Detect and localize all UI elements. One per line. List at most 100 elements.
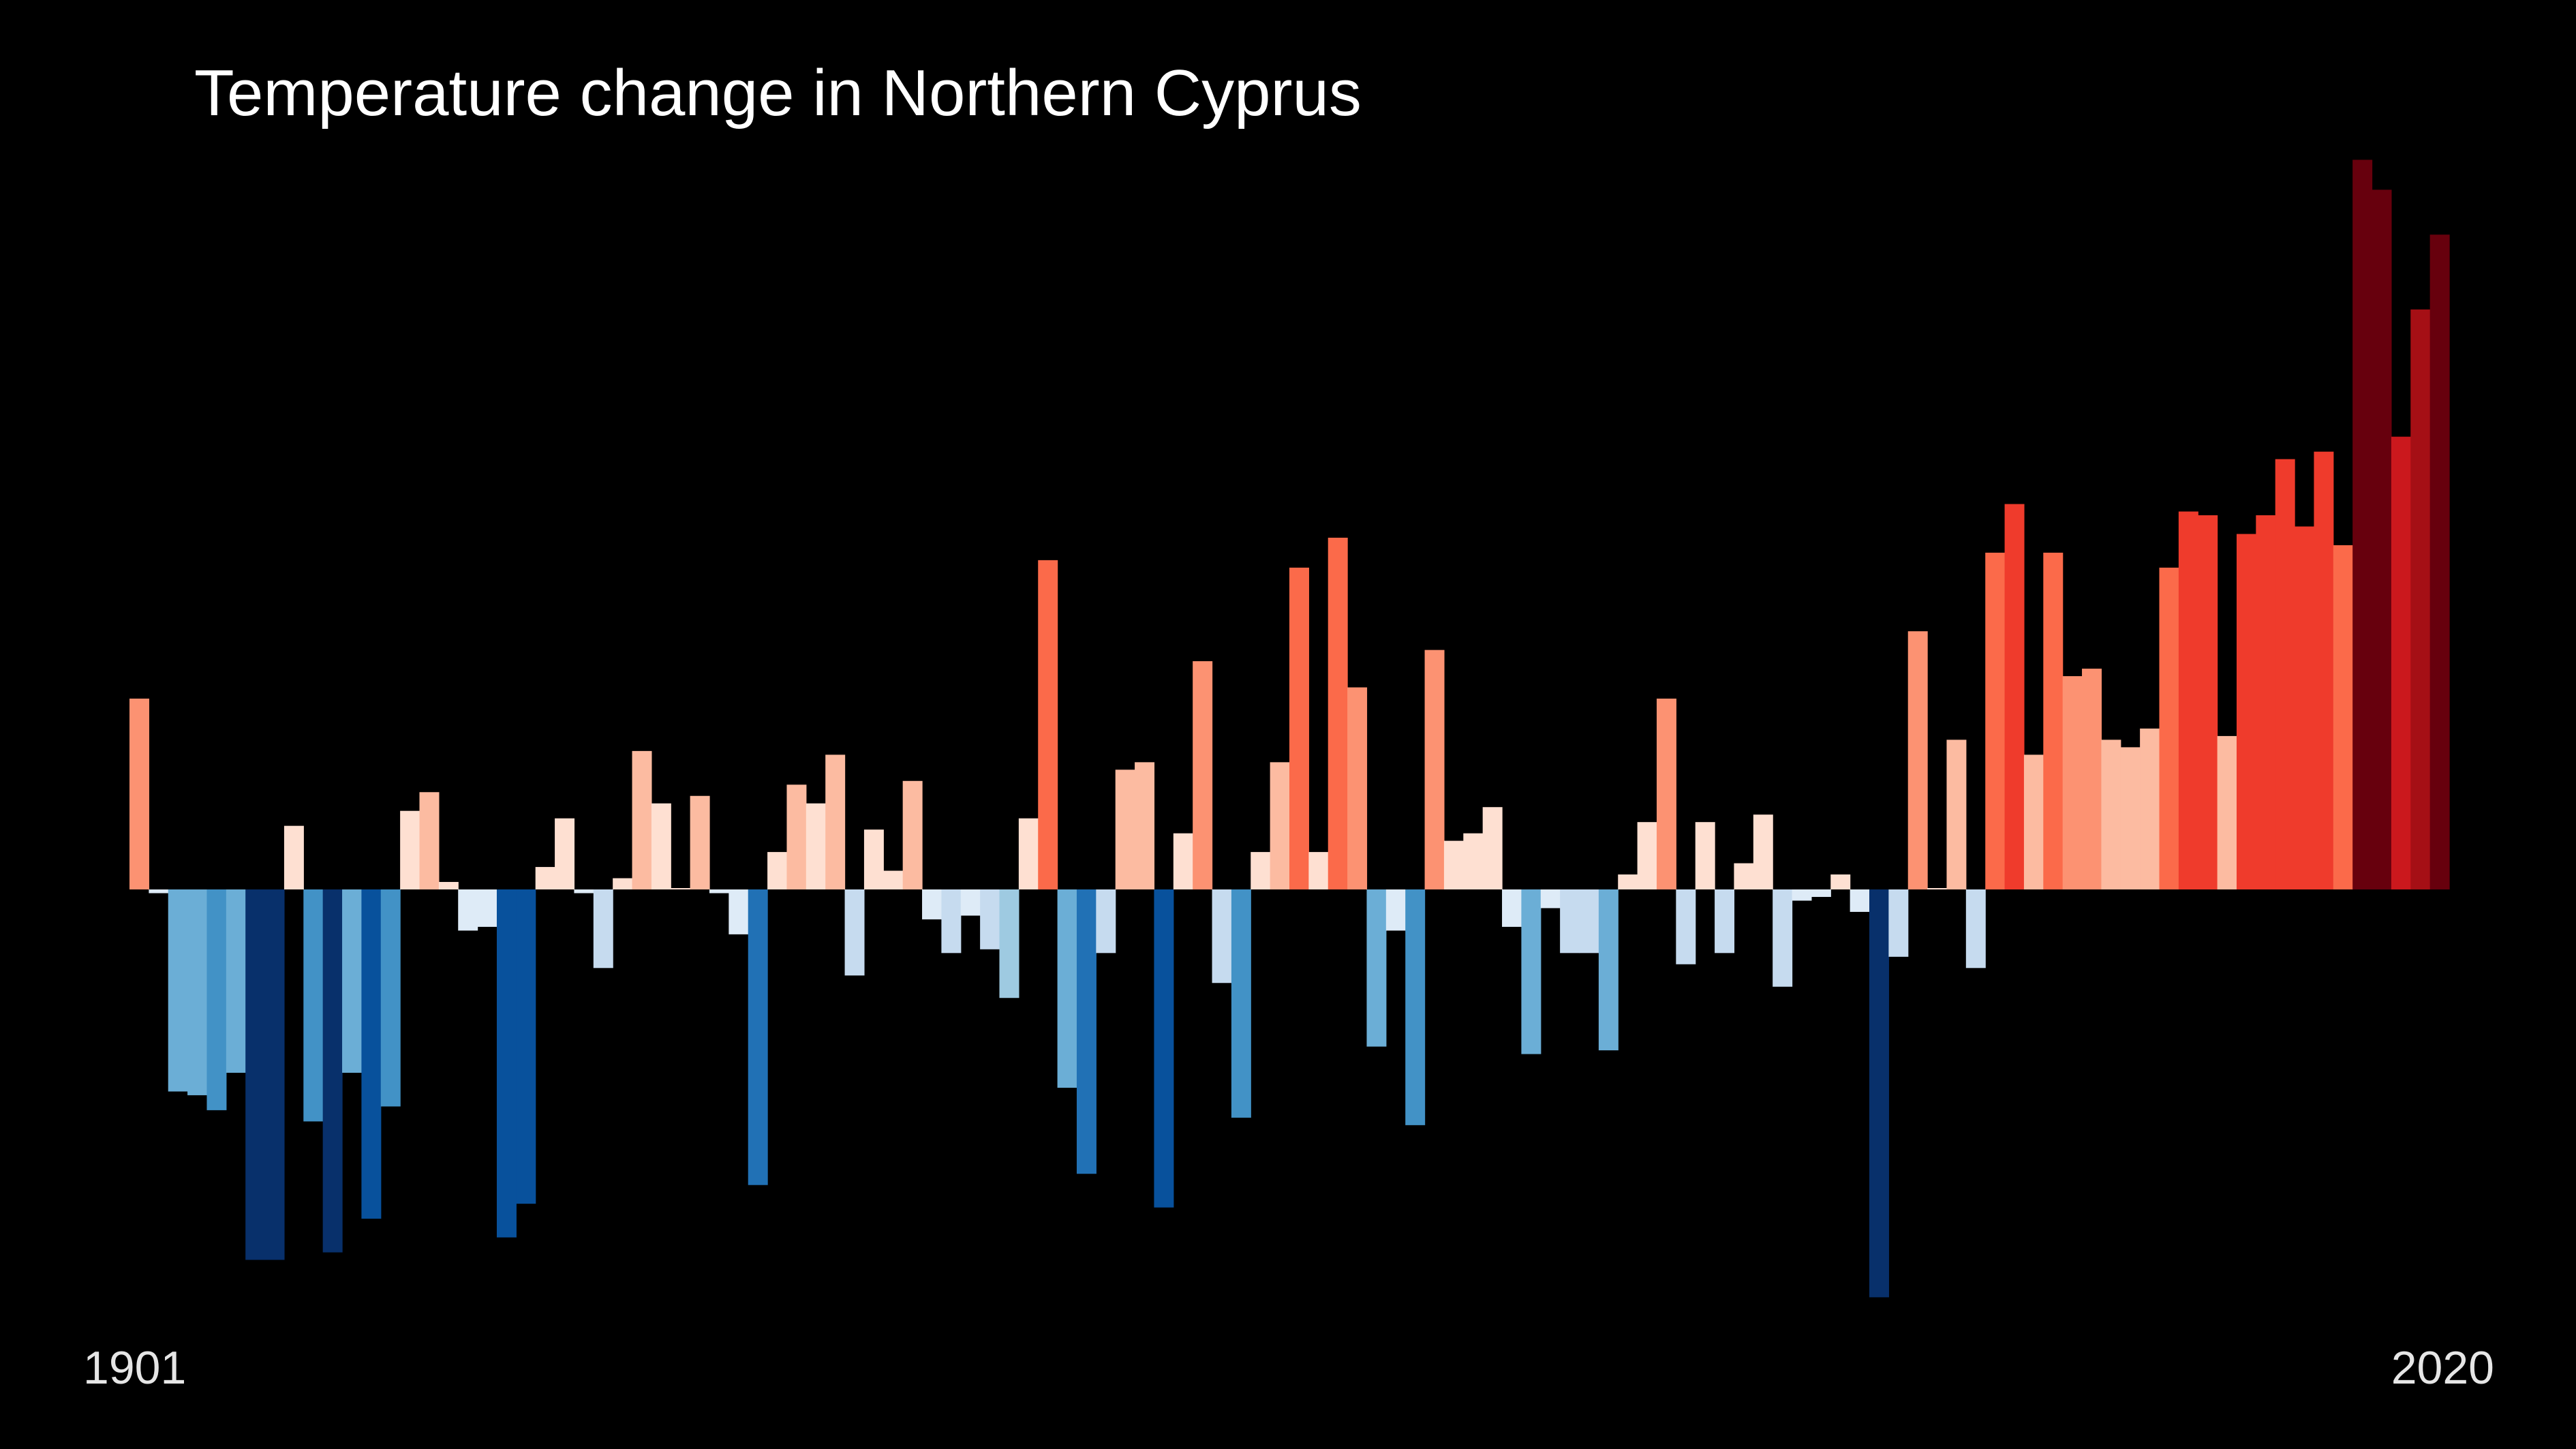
- bar-1918: [458, 889, 478, 931]
- bar-1962: [1308, 852, 1329, 889]
- bar-1941: [902, 780, 923, 889]
- bar-1983: [1715, 889, 1735, 954]
- bar-1989: [1830, 874, 1851, 889]
- bar-1910: [303, 889, 324, 1122]
- bar-1957: [1212, 889, 1232, 983]
- bar-1978: [1618, 874, 1638, 889]
- bar-1938: [844, 889, 865, 976]
- bar-1946: [999, 889, 1019, 998]
- bar-1945: [980, 889, 1000, 949]
- bar-1939: [863, 829, 884, 889]
- bar-1975: [1560, 889, 1580, 954]
- bar-1972: [1502, 889, 1522, 927]
- bar-1914: [380, 889, 401, 1107]
- bar-1925: [593, 889, 613, 968]
- bar-1937: [825, 754, 846, 889]
- bar-1929: [671, 888, 691, 889]
- bar-1974: [1540, 889, 1561, 909]
- bar-1919: [477, 889, 497, 927]
- bar-1956: [1193, 661, 1213, 889]
- bar-1979: [1637, 822, 1657, 889]
- bar-1987: [1792, 889, 1812, 901]
- bar-2012: [2275, 459, 2295, 889]
- bar-1922: [535, 867, 555, 889]
- bar-2019: [2410, 309, 2431, 889]
- bar-1913: [361, 889, 382, 1219]
- bar-2015: [2333, 545, 2353, 889]
- bar-1990: [1850, 889, 1870, 912]
- bar-1934: [767, 852, 788, 889]
- bar-1931: [709, 889, 729, 894]
- bar-1977: [1598, 889, 1619, 1051]
- bar-1912: [342, 889, 362, 1073]
- bar-1988: [1811, 889, 1831, 897]
- bar-2006: [2159, 567, 2179, 889]
- bar-1935: [786, 784, 807, 889]
- bar-1943: [941, 889, 962, 954]
- bar-2020: [2429, 234, 2450, 889]
- bar-1947: [1018, 818, 1039, 889]
- bar-1904: [187, 889, 208, 1095]
- bar-2017: [2372, 189, 2392, 889]
- bar-2013: [2295, 526, 2315, 889]
- bar-1967: [1405, 889, 1426, 1125]
- bar-2011: [2256, 515, 2276, 889]
- bar-2007: [2178, 511, 2198, 889]
- bar-2014: [2314, 451, 2334, 889]
- bar-1993: [1907, 631, 1928, 889]
- bar-1998: [2004, 504, 2025, 889]
- bar-1936: [806, 803, 826, 889]
- bar-1924: [574, 889, 594, 894]
- bar-1902: [149, 889, 169, 894]
- bar-1920: [496, 889, 517, 1238]
- bar-2000: [2043, 552, 2064, 889]
- bar-1995: [1946, 739, 1967, 889]
- chart-title: Temperature change in Northern Cyprus: [194, 57, 1362, 129]
- bar-1932: [729, 889, 749, 934]
- bar-1930: [690, 795, 710, 889]
- bar-1907: [245, 889, 266, 1260]
- bar-1986: [1773, 889, 1793, 987]
- bar-1985: [1753, 814, 1773, 889]
- bar-1950: [1076, 889, 1097, 1174]
- bar-1981: [1676, 889, 1696, 964]
- bar-1955: [1173, 833, 1193, 889]
- bar-1984: [1734, 863, 1754, 889]
- bar-1953: [1135, 762, 1155, 889]
- bar-1916: [419, 792, 440, 889]
- bar-1928: [651, 803, 671, 889]
- bar-2018: [2391, 436, 2411, 889]
- bar-1982: [1695, 822, 1715, 889]
- bar-1970: [1463, 833, 1484, 889]
- bar-1980: [1656, 699, 1676, 889]
- bar-1951: [1096, 889, 1116, 954]
- bar-1917: [438, 882, 459, 889]
- bar-1963: [1328, 537, 1348, 889]
- x-axis-start-label: 1901: [83, 1342, 187, 1394]
- bar-2001: [2062, 676, 2083, 889]
- bar-2016: [2352, 159, 2373, 890]
- bar-1915: [400, 810, 420, 889]
- bar-1949: [1057, 889, 1077, 1088]
- bar-1966: [1385, 889, 1406, 931]
- bar-1940: [883, 870, 904, 889]
- bar-2002: [2082, 669, 2102, 889]
- bar-1905: [206, 889, 227, 1110]
- bar-1992: [1888, 889, 1909, 957]
- bar-2004: [2120, 747, 2141, 889]
- bar-1997: [1985, 552, 2006, 889]
- bar-1971: [1482, 807, 1503, 889]
- bar-1952: [1115, 769, 1135, 889]
- bar-1965: [1366, 889, 1387, 1047]
- bar-1926: [613, 878, 633, 889]
- bar-1921: [516, 889, 536, 1204]
- bar-1958: [1231, 889, 1251, 1118]
- bar-1961: [1289, 567, 1309, 889]
- bar-1909: [283, 825, 304, 889]
- bar-1964: [1347, 687, 1368, 889]
- bar-1927: [632, 750, 652, 889]
- bar-2008: [2198, 515, 2218, 889]
- bar-1991: [1869, 889, 1889, 1298]
- bar-1973: [1521, 889, 1542, 1054]
